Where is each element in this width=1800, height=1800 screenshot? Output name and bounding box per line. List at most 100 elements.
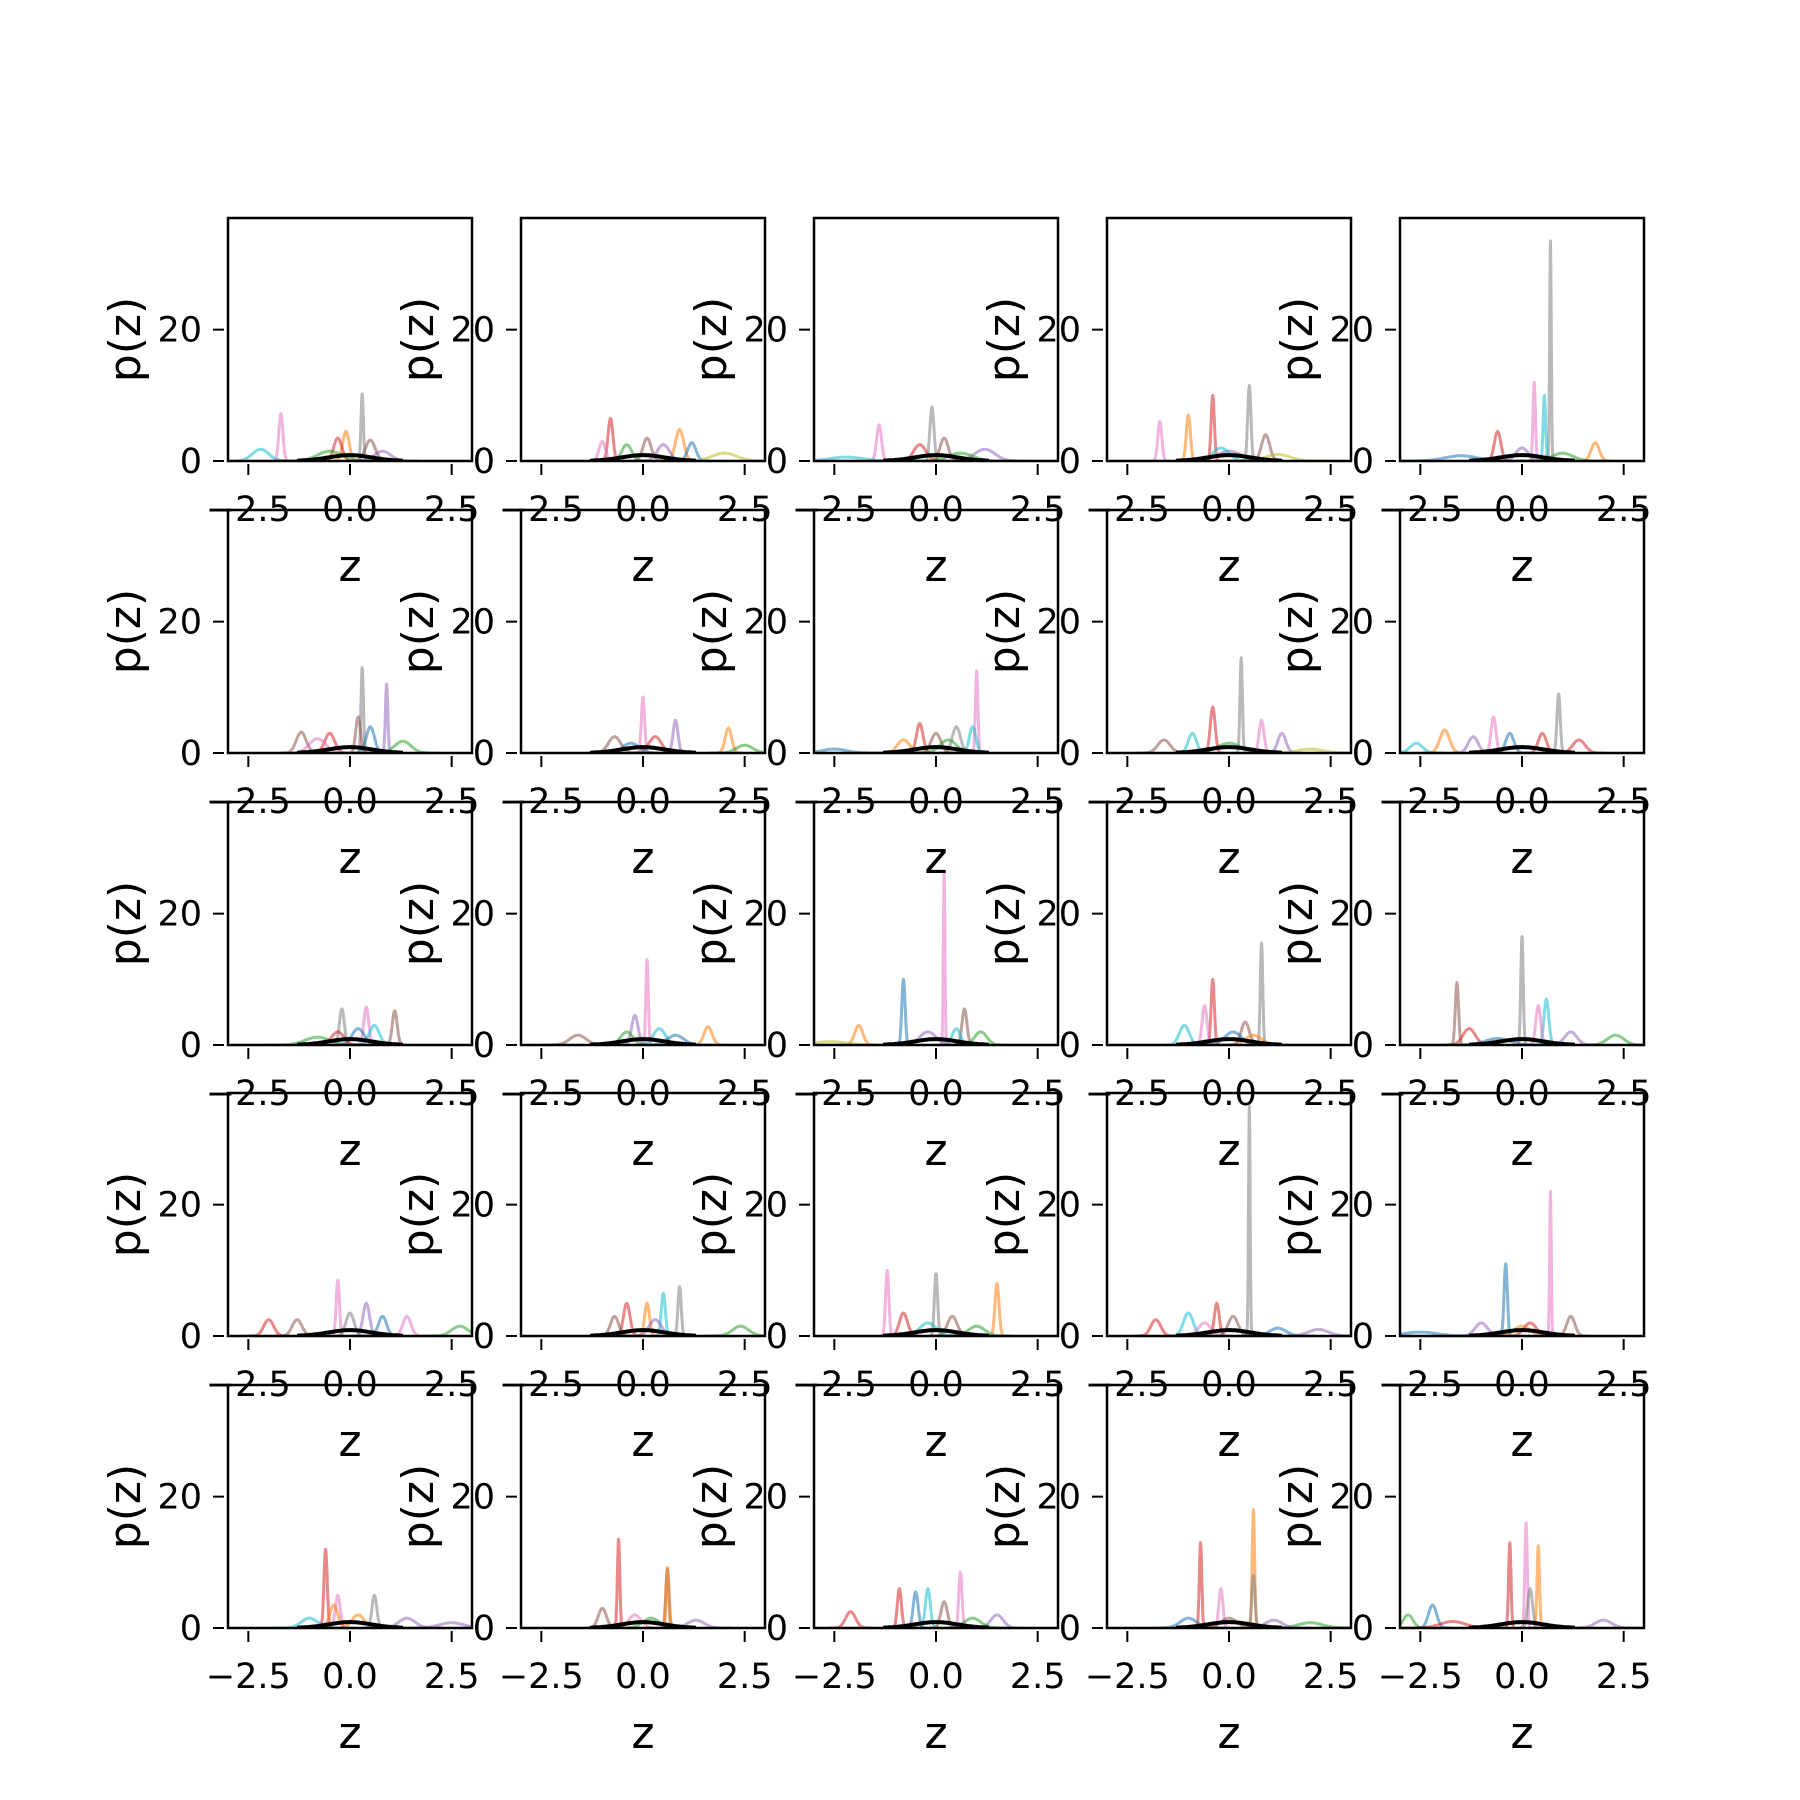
x-tick-label: −2.5	[1085, 1657, 1170, 1697]
panel-4-3: 020−2.5 0.0 2.5p(z)z	[686, 1091, 1066, 1467]
reference-density-line	[589, 1037, 697, 1045]
axes-frame	[812, 1383, 1060, 1630]
y-tick-label: 20	[1036, 1186, 1081, 1226]
panel-series	[246, 1278, 472, 1336]
y-tick-label: 0	[1059, 1317, 1081, 1357]
density-line	[246, 1318, 291, 1336]
y-tick-label: 0	[473, 1026, 495, 1066]
axes-frame	[1105, 1091, 1353, 1338]
reference-density-line	[1175, 1620, 1283, 1628]
x-axis-label: z	[631, 833, 654, 884]
y-axis-label: p(z)	[393, 881, 444, 966]
reference-density-line	[1175, 745, 1283, 753]
y-tick-label: 0	[1059, 1609, 1081, 1649]
panel-5-1: 0 20 −2.5 0.0 2.5 p(z) z	[100, 1383, 480, 1759]
x-axis-label: z	[338, 833, 361, 884]
density-line	[382, 1009, 407, 1045]
panel-series	[1441, 935, 1644, 1045]
y-tick-label: 0	[180, 442, 202, 482]
y-axis-label: p(z)	[100, 1172, 151, 1257]
panel-4-2: 020−2.5 0.0 2.5p(z)z	[393, 1091, 773, 1467]
axes-frame	[812, 800, 1060, 1047]
panel-series	[1400, 1190, 1590, 1336]
panel-series	[272, 1547, 472, 1628]
density-line	[704, 1324, 765, 1336]
panel-series	[814, 669, 990, 753]
x-tick-label: 0.0	[1201, 1657, 1257, 1697]
y-tick-label: 20	[157, 603, 202, 643]
density-line	[1234, 656, 1248, 753]
y-tick-label: 0	[766, 734, 788, 774]
panel-series	[828, 1570, 1025, 1628]
y-axis-label: p(z)	[393, 589, 444, 674]
y-axis-label: p(z)	[1272, 589, 1323, 674]
y-axis-label: p(z)	[1272, 1464, 1323, 1549]
y-tick-label: 0	[180, 1317, 202, 1357]
x-tick-label: −2.5	[1378, 1657, 1463, 1697]
y-tick-label: 0	[473, 1317, 495, 1357]
y-tick-label: 0	[766, 1026, 788, 1066]
reference-density-line	[1468, 1328, 1576, 1336]
density-line	[1244, 1104, 1255, 1336]
y-tick-label: 0	[180, 1609, 202, 1649]
y-tick-label: 20	[1036, 603, 1081, 643]
panel-series	[1149, 384, 1333, 461]
x-tick-label: 0.0	[1494, 1657, 1550, 1697]
y-tick-label: 20	[450, 1478, 495, 1518]
y-axis-label: p(z)	[979, 1172, 1030, 1257]
panel-series	[814, 405, 1031, 461]
panel-5-4: 0 20 −2.5 0.0 2.5 p(z) z	[979, 1383, 1359, 1759]
panel-series	[541, 958, 727, 1045]
panel-1-5: 020−2.5 0.0 2.5p(z)z	[1272, 216, 1652, 592]
x-axis-label: z	[924, 541, 947, 592]
x-axis-label: z	[338, 1708, 361, 1759]
density-line	[939, 872, 950, 1045]
density-line	[396, 1621, 472, 1628]
reference-density-line	[882, 453, 990, 461]
x-axis-label: z	[1217, 1416, 1240, 1467]
y-axis-label: p(z)	[1272, 881, 1323, 966]
reference-density-line	[1175, 453, 1283, 461]
panel-2-3: 020−2.5 0.0 2.5p(z)z	[686, 508, 1066, 884]
y-axis-label: p(z)	[979, 1464, 1030, 1549]
x-tick-label: 0.0	[908, 1657, 964, 1697]
y-tick-label: 20	[157, 1478, 202, 1518]
axes-frame	[519, 508, 767, 755]
panel-5-2: 0 20 −2.5 0.0 2.5 p(z) z	[393, 1383, 773, 1759]
reference-density-line	[296, 745, 404, 753]
reference-density-line	[296, 1620, 404, 1628]
reference-density-line	[1468, 1620, 1576, 1628]
density-line	[422, 1324, 472, 1336]
x-tick-label: 2.5	[1010, 1657, 1066, 1697]
panel-4-4: 020−2.5 0.0 2.5p(z)z	[979, 1091, 1359, 1467]
x-tick-label: 2.5	[717, 1657, 773, 1697]
y-tick-label: 20	[450, 603, 495, 643]
x-tick-label: 2.5	[1596, 1657, 1652, 1697]
density-line	[708, 743, 765, 753]
x-axis-label: z	[338, 1125, 361, 1176]
y-tick-label: 20	[450, 895, 495, 935]
axes-frame	[519, 216, 767, 463]
y-tick-label: 20	[1329, 1478, 1374, 1518]
y-tick-label: 0	[1352, 1317, 1374, 1357]
density-line	[1178, 413, 1199, 461]
axes-frame	[812, 508, 1060, 755]
axes-frame	[1105, 1383, 1353, 1630]
x-tick-label: 0.0	[615, 1657, 671, 1697]
y-tick-label: 20	[743, 603, 788, 643]
panel-5-5: 0 20 −2.5 0.0 2.5 p(z) z	[1272, 1383, 1652, 1759]
y-axis-label: p(z)	[100, 1464, 151, 1549]
panel-4-1: 020−2.5 0.0 2.5p(z)z	[100, 1091, 480, 1467]
y-axis-label: p(z)	[686, 297, 737, 382]
y-axis-label: p(z)	[393, 1464, 444, 1549]
y-tick-label: 0	[1352, 442, 1374, 482]
y-tick-label: 20	[1329, 1186, 1374, 1226]
panel-series	[589, 1285, 765, 1336]
reference-density-line	[882, 745, 990, 753]
y-tick-label: 20	[743, 1186, 788, 1226]
y-tick-label: 20	[450, 1186, 495, 1226]
y-tick-label: 0	[1059, 1026, 1081, 1066]
reference-density-line	[589, 1620, 697, 1628]
axes-frame	[226, 508, 474, 755]
